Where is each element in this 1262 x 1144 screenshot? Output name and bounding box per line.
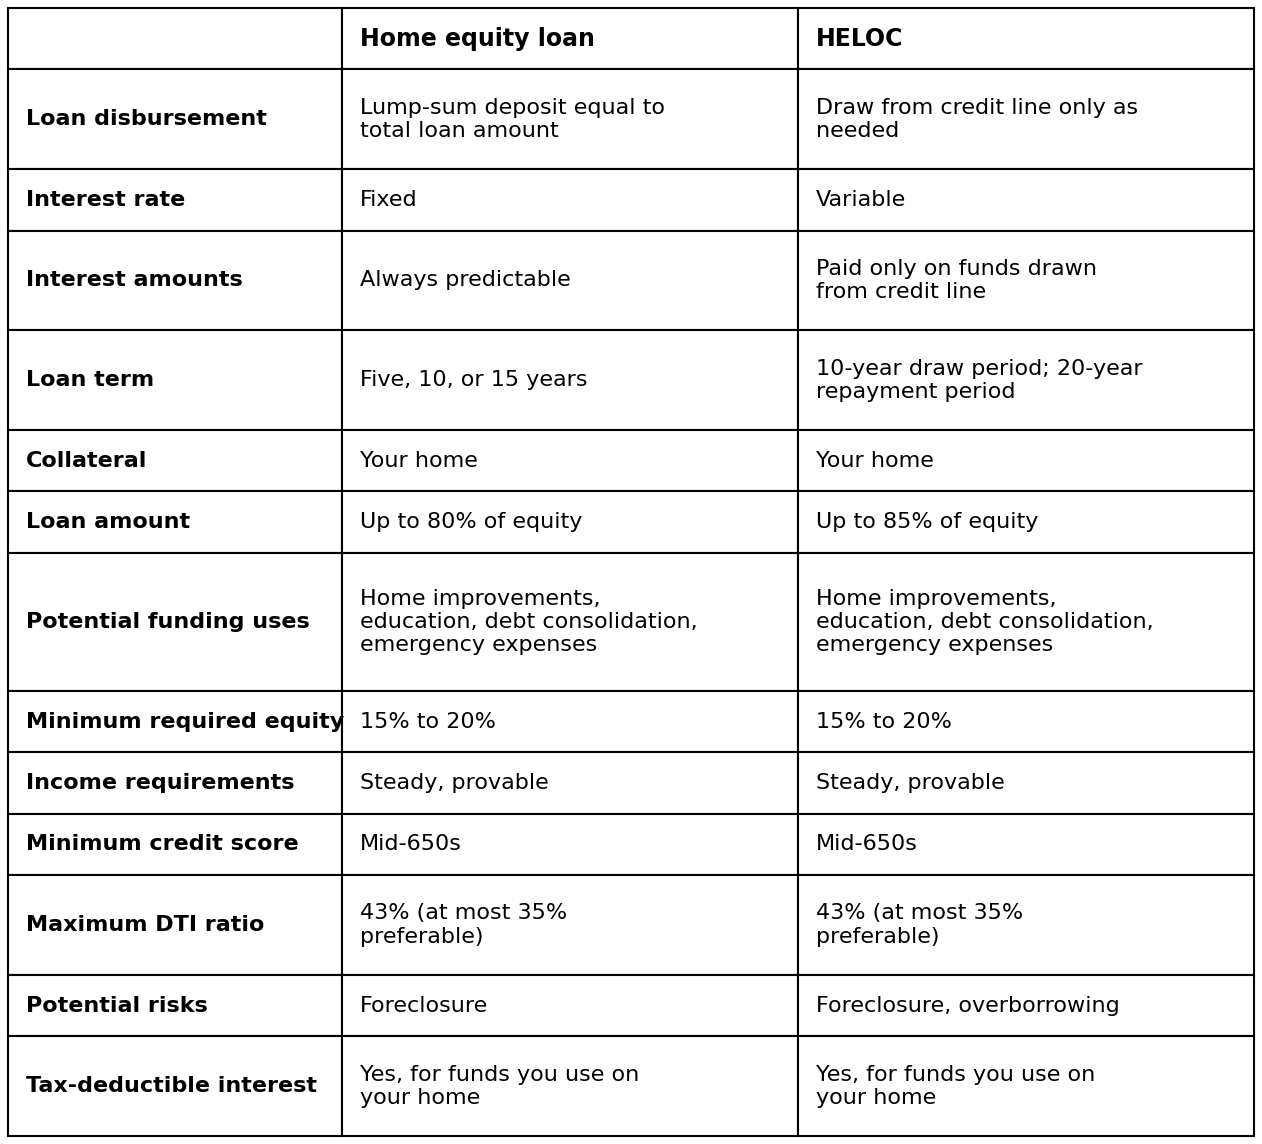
Bar	[8, 975, 342, 1036]
Bar	[8, 8, 342, 70]
Text: Fixed: Fixed	[360, 190, 418, 209]
Text: Up to 80% of equity: Up to 80% of equity	[360, 513, 582, 532]
Bar	[342, 1036, 798, 1136]
Text: Minimum required equity: Minimum required equity	[27, 712, 345, 732]
Bar	[798, 331, 1254, 430]
Bar	[8, 331, 342, 430]
Bar	[8, 430, 342, 492]
Text: Home improvements,
education, debt consolidation,
emergency expenses: Home improvements, education, debt conso…	[360, 589, 698, 656]
Bar	[8, 492, 342, 553]
Text: Foreclosure: Foreclosure	[360, 995, 488, 1016]
Text: Maximum DTI ratio: Maximum DTI ratio	[27, 915, 264, 935]
Text: Home improvements,
education, debt consolidation,
emergency expenses: Home improvements, education, debt conso…	[817, 589, 1153, 656]
Bar	[798, 875, 1254, 975]
Text: Interest amounts: Interest amounts	[27, 270, 242, 291]
Bar	[342, 8, 798, 70]
Bar	[342, 553, 798, 691]
Bar	[8, 691, 342, 753]
Text: Loan term: Loan term	[27, 371, 154, 390]
Bar	[798, 8, 1254, 70]
Text: Mid-650s: Mid-650s	[360, 834, 462, 855]
Text: Mid-650s: Mid-650s	[817, 834, 917, 855]
Bar	[342, 430, 798, 492]
Text: Tax-deductible interest: Tax-deductible interest	[27, 1077, 317, 1096]
Bar	[342, 975, 798, 1036]
Text: 15% to 20%: 15% to 20%	[817, 712, 952, 732]
Text: Up to 85% of equity: Up to 85% of equity	[817, 513, 1039, 532]
Bar	[798, 430, 1254, 492]
Bar	[8, 231, 342, 331]
Text: Draw from credit line only as
needed: Draw from credit line only as needed	[817, 97, 1138, 141]
Bar	[342, 753, 798, 813]
Bar	[8, 553, 342, 691]
Text: Steady, provable: Steady, provable	[360, 773, 549, 793]
Text: Collateral: Collateral	[27, 451, 148, 470]
Text: Potential risks: Potential risks	[27, 995, 208, 1016]
Bar	[8, 70, 342, 169]
Text: Minimum credit score: Minimum credit score	[27, 834, 299, 855]
Text: 10-year draw period; 20-year
repayment period: 10-year draw period; 20-year repayment p…	[817, 358, 1142, 402]
Text: Always predictable: Always predictable	[360, 270, 570, 291]
Text: Lump-sum deposit equal to
total loan amount: Lump-sum deposit equal to total loan amo…	[360, 97, 665, 141]
Bar	[798, 231, 1254, 331]
Text: Yes, for funds you use on
your home: Yes, for funds you use on your home	[360, 1065, 639, 1107]
Bar	[8, 1036, 342, 1136]
Bar	[342, 70, 798, 169]
Bar	[798, 691, 1254, 753]
Bar	[342, 813, 798, 875]
Bar	[798, 553, 1254, 691]
Bar	[342, 231, 798, 331]
Text: 15% to 20%: 15% to 20%	[360, 712, 496, 732]
Text: HELOC: HELOC	[817, 26, 904, 50]
Text: Your home: Your home	[360, 451, 478, 470]
Text: Steady, provable: Steady, provable	[817, 773, 1005, 793]
Text: Your home: Your home	[817, 451, 934, 470]
Text: Yes, for funds you use on
your home: Yes, for funds you use on your home	[817, 1065, 1095, 1107]
Bar	[342, 691, 798, 753]
Bar	[8, 169, 342, 231]
Text: Interest rate: Interest rate	[27, 190, 186, 209]
Text: Variable: Variable	[817, 190, 906, 209]
Bar	[342, 331, 798, 430]
Bar	[798, 753, 1254, 813]
Bar	[798, 975, 1254, 1036]
Text: Foreclosure, overborrowing: Foreclosure, overborrowing	[817, 995, 1119, 1016]
Bar	[8, 875, 342, 975]
Bar	[798, 70, 1254, 169]
Bar	[8, 753, 342, 813]
Bar	[798, 169, 1254, 231]
Bar	[8, 813, 342, 875]
Bar	[798, 492, 1254, 553]
Text: Loan amount: Loan amount	[27, 513, 191, 532]
Bar	[342, 875, 798, 975]
Text: 43% (at most 35%
preferable): 43% (at most 35% preferable)	[360, 904, 567, 946]
Bar	[342, 492, 798, 553]
Text: Income requirements: Income requirements	[27, 773, 294, 793]
Bar	[342, 169, 798, 231]
Bar	[798, 1036, 1254, 1136]
Text: 43% (at most 35%
preferable): 43% (at most 35% preferable)	[817, 904, 1023, 946]
Text: Loan disbursement: Loan disbursement	[27, 110, 266, 129]
Text: Five, 10, or 15 years: Five, 10, or 15 years	[360, 371, 587, 390]
Text: Paid only on funds drawn
from credit line: Paid only on funds drawn from credit lin…	[817, 259, 1097, 302]
Text: Potential funding uses: Potential funding uses	[27, 612, 309, 631]
Text: Home equity loan: Home equity loan	[360, 26, 594, 50]
Bar	[798, 813, 1254, 875]
